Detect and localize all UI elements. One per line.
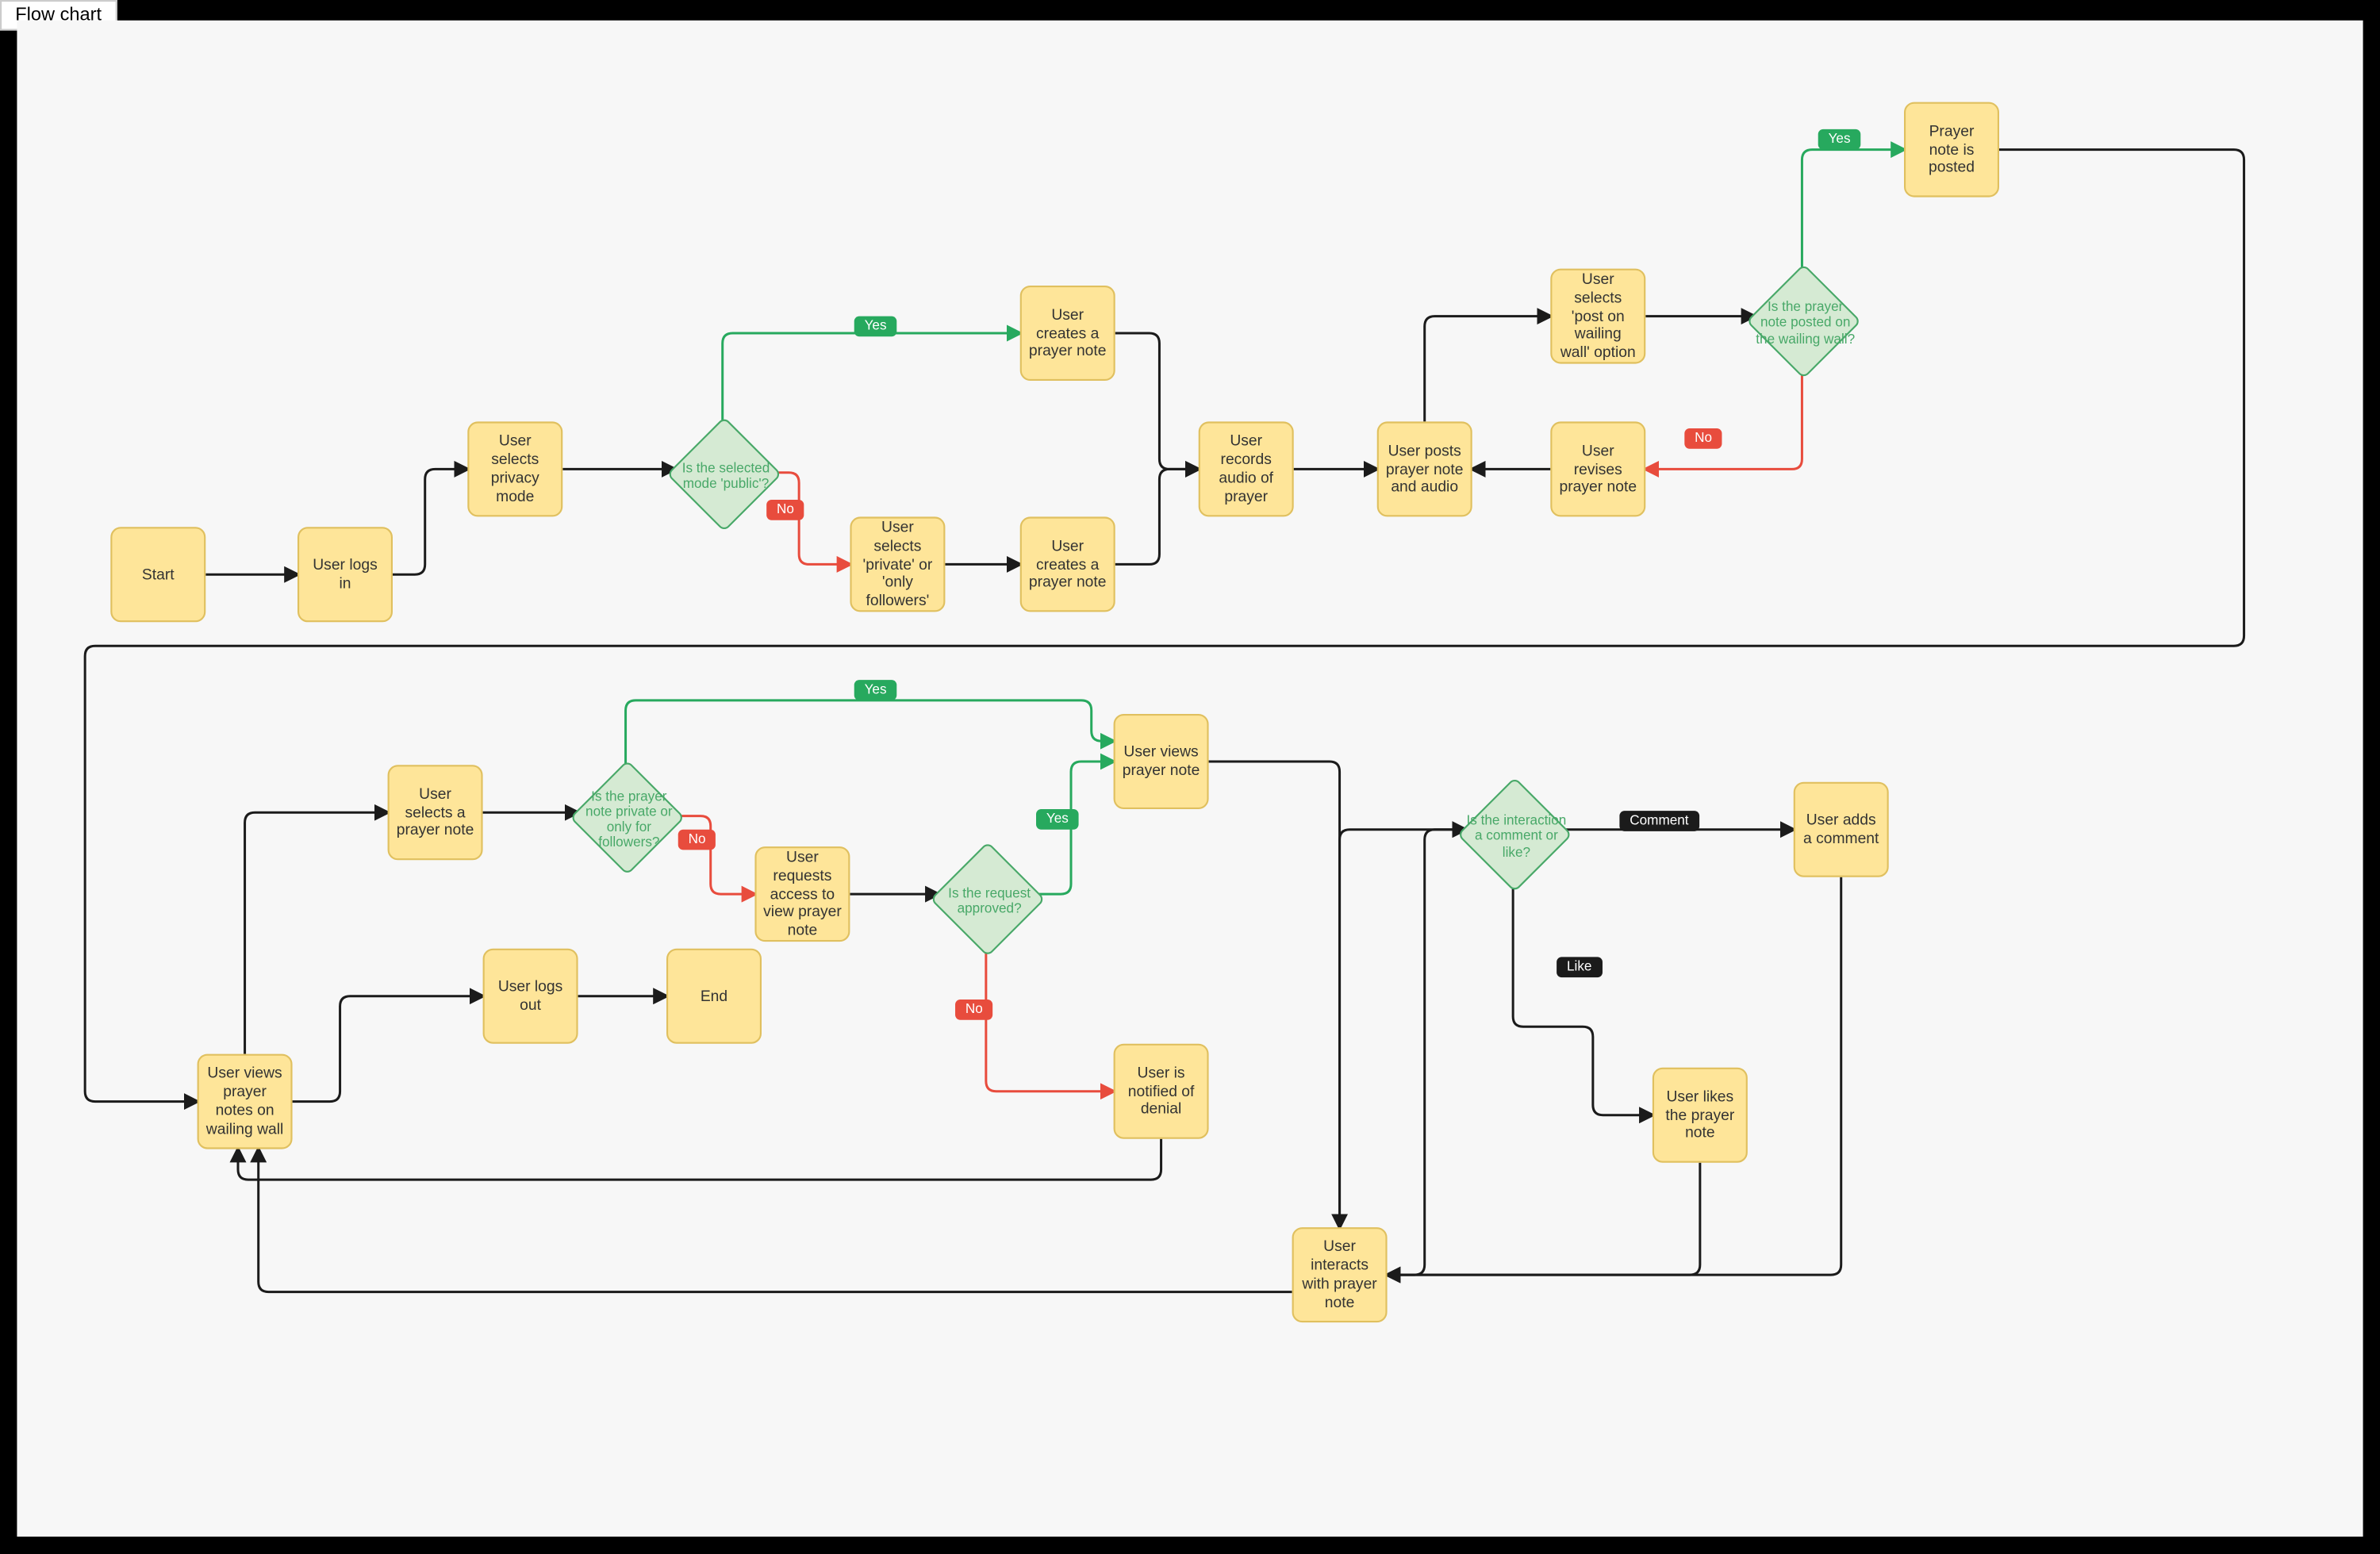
node-create_pub[interactable]: User creates a prayer note bbox=[1020, 286, 1115, 381]
flowchart-canvas: YesNoYesNoYesNoYesNoCommentLikeStartUser… bbox=[17, 21, 2363, 1537]
node-post_note[interactable]: User posts prayer note and audio bbox=[1377, 421, 1472, 516]
node-label-d_approved: Is the request approved? bbox=[936, 847, 1043, 954]
edge-label-d_posted-revise: No bbox=[1684, 428, 1722, 449]
node-record[interactable]: User records audio of prayer bbox=[1199, 421, 1294, 516]
node-view_note[interactable]: User views prayer note bbox=[1114, 714, 1209, 809]
edge-label-d_interact-add_comment: Comment bbox=[1619, 811, 1699, 831]
node-posted[interactable]: Prayer note is posted bbox=[1904, 102, 1999, 198]
node-likes[interactable]: User likes the prayer note bbox=[1653, 1068, 1748, 1163]
node-login[interactable]: User logs in bbox=[298, 527, 393, 622]
node-label-d_interact: Is the interaction a comment or like? bbox=[1463, 783, 1570, 890]
node-sel_private[interactable]: User selects 'private' or 'only follower… bbox=[850, 516, 945, 612]
edge-label-d_approved-view_note: Yes bbox=[1036, 809, 1079, 830]
node-post_wall_opt[interactable]: User selects 'post on wailing wall' opti… bbox=[1550, 269, 1645, 364]
node-create_priv[interactable]: User creates a prayer note bbox=[1020, 516, 1115, 612]
edge-label-d_private-view_note: Yes bbox=[854, 680, 897, 700]
node-interacts[interactable]: User interacts with prayer note bbox=[1292, 1227, 1388, 1322]
edge-label-d_approved-denied: No bbox=[955, 1000, 993, 1020]
node-logs_out[interactable]: User logs out bbox=[483, 949, 578, 1044]
node-add_comment[interactable]: User adds a comment bbox=[1794, 782, 1889, 877]
edge-label-d_interact-likes: Like bbox=[1557, 957, 1602, 977]
node-privacy[interactable]: User selects privacy mode bbox=[467, 421, 562, 516]
edge-label-d_private-req_access: No bbox=[678, 830, 716, 850]
node-view_wall[interactable]: User views prayer notes on wailing wall bbox=[198, 1054, 293, 1149]
node-end[interactable]: End bbox=[666, 949, 762, 1044]
node-req_access[interactable]: User requests access to view prayer note bbox=[754, 846, 850, 942]
node-revise[interactable]: User revises prayer note bbox=[1550, 421, 1645, 516]
edge-label-d_posted-posted: Yes bbox=[1818, 129, 1861, 150]
node-label-d_private: Is the prayer note private or only for f… bbox=[575, 765, 682, 873]
node-label-d_posted: Is the prayer note posted on the wailing… bbox=[1752, 270, 1859, 377]
nodes-layer: YesNoYesNoYesNoYesNoCommentLikeStartUser… bbox=[17, 21, 2363, 1537]
node-start[interactable]: Start bbox=[110, 527, 205, 622]
edge-label-d_public-create_pub: Yes bbox=[854, 317, 897, 337]
node-denied[interactable]: User is notified of denial bbox=[1114, 1044, 1209, 1139]
node-label-d_public: Is the selected mode 'public'? bbox=[672, 422, 779, 529]
node-sel_note[interactable]: User selects a prayer note bbox=[388, 765, 483, 860]
